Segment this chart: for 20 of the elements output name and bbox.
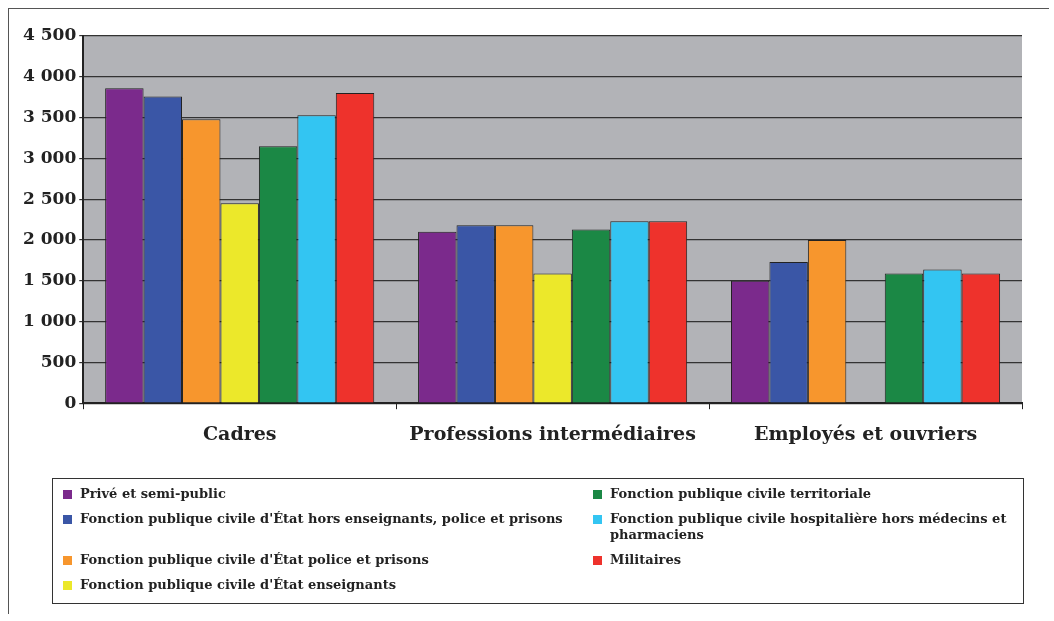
legend-label: Fonction publique civile d'État hors enseignants, police et prisons [80, 511, 563, 527]
y-tick-label: 1 500 [23, 269, 77, 290]
y-tick-label: 4 500 [23, 24, 77, 45]
legend-label: Privé et semi-public [80, 486, 226, 502]
y-tick-label: 3 000 [23, 146, 77, 167]
legend-label: Fonction publique civile d'État enseignants [80, 577, 397, 593]
y-tick-label: 4 000 [23, 65, 77, 86]
y-tick-label: 1 000 [23, 310, 77, 331]
legend-label: Militaires [610, 552, 682, 568]
x-tick-label: Employés et ouvriers [753, 421, 978, 444]
legend-label: Fonction publique civile hospitalière hors médecins et pharmaciens [610, 511, 1008, 543]
y-tick-label: 2 000 [23, 228, 77, 249]
y-tick-label: 500 [40, 350, 77, 371]
x-tick-label: Cadres [202, 421, 277, 444]
x-tick-label: Professions intermédiaires [409, 421, 696, 444]
y-tick-label: 3 500 [23, 106, 77, 127]
legend-label: Fonction publique civile territoriale [610, 486, 872, 502]
legend-label: Fonction publique civile d'État police et prisons [80, 552, 429, 568]
y-tick-label: 0 [64, 391, 77, 412]
y-tick-label: 2 500 [23, 187, 77, 208]
